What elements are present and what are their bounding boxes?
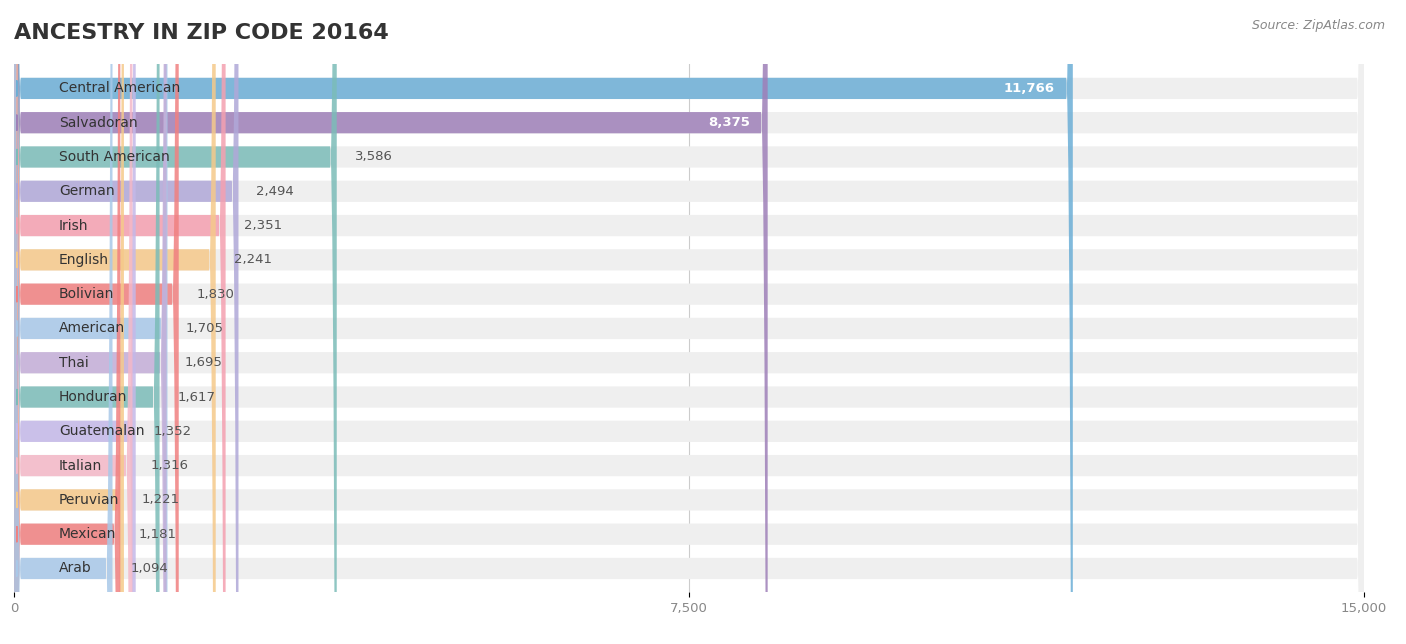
FancyBboxPatch shape [14,0,1364,644]
Text: Source: ZipAtlas.com: Source: ZipAtlas.com [1251,19,1385,32]
FancyBboxPatch shape [14,0,112,644]
Text: Guatemalan: Guatemalan [59,424,145,439]
Text: 2,241: 2,241 [233,253,271,267]
Text: 3,586: 3,586 [354,151,392,164]
Text: ANCESTRY IN ZIP CODE 20164: ANCESTRY IN ZIP CODE 20164 [14,23,389,43]
Text: 1,695: 1,695 [184,356,222,369]
Text: Salvadoran: Salvadoran [59,116,138,129]
Text: Mexican: Mexican [59,527,117,541]
Text: 8,375: 8,375 [707,116,749,129]
Text: 1,352: 1,352 [153,425,191,438]
FancyBboxPatch shape [14,0,1364,644]
Text: English: English [59,253,110,267]
FancyBboxPatch shape [14,0,166,644]
Text: 1,181: 1,181 [138,527,176,541]
Text: 1,221: 1,221 [142,493,180,506]
Text: South American: South American [59,150,170,164]
FancyBboxPatch shape [14,0,1364,644]
Text: Arab: Arab [59,562,91,576]
Text: 11,766: 11,766 [1004,82,1054,95]
FancyBboxPatch shape [14,0,1364,644]
FancyBboxPatch shape [14,0,1364,644]
FancyBboxPatch shape [14,0,768,644]
Text: Irish: Irish [59,218,89,232]
FancyBboxPatch shape [14,0,1364,644]
Text: Honduran: Honduran [59,390,128,404]
FancyBboxPatch shape [14,0,1364,644]
FancyBboxPatch shape [14,0,121,644]
FancyBboxPatch shape [14,0,136,644]
Text: Italian: Italian [59,459,103,473]
Text: 1,094: 1,094 [131,562,169,575]
Text: 1,316: 1,316 [150,459,188,472]
Text: 1,830: 1,830 [197,288,235,301]
Text: 1,705: 1,705 [186,322,224,335]
FancyBboxPatch shape [14,0,159,644]
Text: American: American [59,321,125,336]
FancyBboxPatch shape [14,0,1364,644]
Text: Bolivian: Bolivian [59,287,114,301]
Text: 1,617: 1,617 [177,390,215,404]
Text: Central American: Central American [59,81,180,95]
FancyBboxPatch shape [14,0,179,644]
Text: Thai: Thai [59,355,89,370]
FancyBboxPatch shape [14,0,132,644]
FancyBboxPatch shape [14,0,215,644]
Text: 2,351: 2,351 [243,219,281,232]
Text: Peruvian: Peruvian [59,493,120,507]
FancyBboxPatch shape [14,0,1364,644]
FancyBboxPatch shape [14,0,1364,644]
FancyBboxPatch shape [14,0,337,644]
FancyBboxPatch shape [14,0,1073,644]
FancyBboxPatch shape [14,0,167,644]
Text: German: German [59,184,115,198]
FancyBboxPatch shape [14,0,239,644]
FancyBboxPatch shape [14,0,1364,644]
FancyBboxPatch shape [14,0,1364,644]
FancyBboxPatch shape [14,0,1364,644]
FancyBboxPatch shape [14,0,124,644]
FancyBboxPatch shape [14,0,225,644]
Text: 2,494: 2,494 [256,185,294,198]
FancyBboxPatch shape [14,0,1364,644]
FancyBboxPatch shape [14,0,1364,644]
